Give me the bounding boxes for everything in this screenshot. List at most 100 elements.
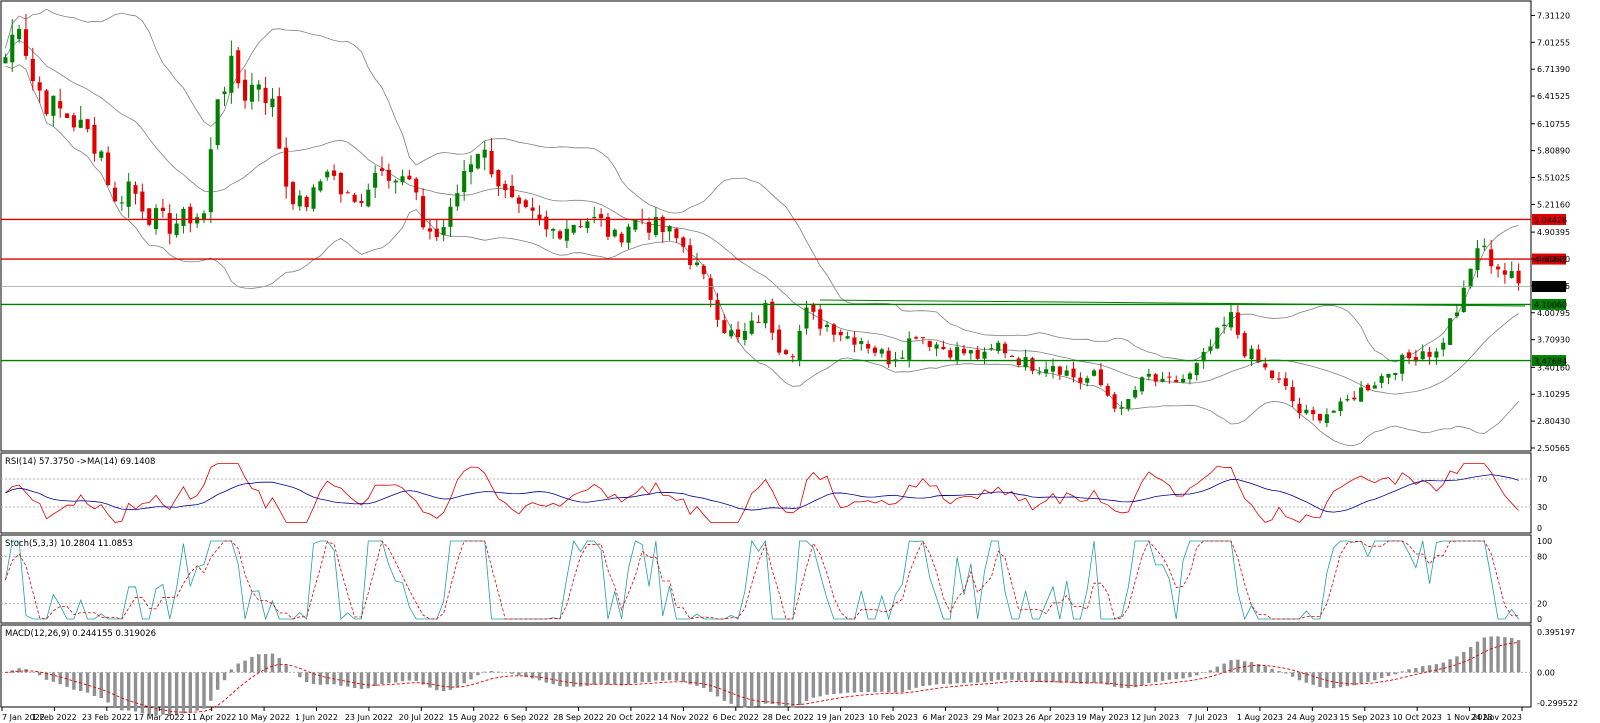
candle — [612, 228, 617, 238]
candle-body — [1228, 312, 1234, 328]
candle-body — [1201, 351, 1206, 362]
candle — [907, 331, 912, 368]
candle-body — [489, 150, 494, 175]
support-high-label: 4.10060 — [1534, 301, 1567, 310]
rsi-plot: 70 30 0 — [1, 463, 1547, 533]
candle-body — [1235, 312, 1240, 335]
candle-body — [605, 217, 610, 237]
candle-body — [482, 149, 487, 158]
candle — [338, 171, 343, 203]
price-panel: 5.04426 4.60442 4.30000 4.10060 3.47684 7.31… — [0, 0, 1570, 453]
candle — [523, 198, 528, 209]
candle — [1270, 370, 1275, 381]
candle-body — [249, 84, 254, 102]
candle — [1495, 263, 1501, 278]
candle — [1146, 368, 1151, 381]
price-tick-label: 4.90395 — [1537, 228, 1570, 237]
candle-body — [373, 172, 378, 188]
price-tick-label: 3.10295 — [1537, 390, 1570, 399]
candle — [482, 141, 487, 171]
candle-body — [1194, 363, 1199, 376]
candle — [920, 337, 925, 345]
candle-body — [852, 337, 857, 345]
candle-body — [1153, 374, 1158, 382]
candle-body — [1283, 378, 1288, 386]
candle — [1352, 390, 1357, 401]
current-price-label: 4.30000 — [1534, 283, 1567, 292]
candle — [564, 219, 569, 249]
candle-body — [1441, 342, 1446, 350]
macd-panel-frame — [0, 624, 1532, 708]
candle — [1174, 375, 1179, 383]
candle — [1311, 406, 1316, 421]
candle-body — [195, 217, 200, 224]
candle-body — [674, 228, 679, 239]
candle — [51, 95, 56, 127]
candle-body — [1098, 369, 1103, 386]
candle — [1222, 316, 1227, 334]
candle-body — [1222, 324, 1227, 327]
candle-body — [1372, 385, 1377, 389]
candle — [1502, 262, 1507, 284]
stoch-tick-label: 80 — [1537, 553, 1547, 562]
candle — [304, 195, 309, 212]
candle — [1187, 371, 1192, 385]
candle — [845, 331, 850, 340]
support-low-label: 3.47684 — [1534, 357, 1567, 366]
candle-body — [379, 168, 385, 171]
candle-body — [181, 208, 186, 226]
candle-body — [147, 208, 152, 225]
resistance-low-label: 4.60442 — [1534, 255, 1567, 264]
time-tick-label: 19 Jan 2023 — [817, 713, 865, 722]
candle — [900, 350, 905, 360]
candle-body — [1174, 379, 1179, 383]
candle — [578, 219, 583, 229]
candle-body — [866, 344, 871, 349]
candle-body — [1139, 377, 1145, 392]
candle-body — [263, 87, 268, 103]
time-tick-label: 24 Aug 2023 — [1287, 713, 1338, 722]
candle — [777, 324, 782, 355]
candle — [1160, 371, 1165, 383]
candle-body — [1365, 384, 1370, 391]
candle — [681, 236, 686, 253]
time-tick-label: 1 Jun 2022 — [295, 713, 338, 722]
candle-body — [256, 84, 261, 90]
time-tick-label: 1 Aug 2023 — [1237, 713, 1283, 722]
candle-body — [612, 229, 617, 237]
time-tick-label: 17 Mar 2022 — [134, 713, 185, 722]
candle — [961, 344, 967, 356]
candle — [585, 217, 590, 233]
candle — [1345, 394, 1350, 402]
candle — [1030, 356, 1035, 375]
time-tick-label: 10 May 2022 — [238, 713, 290, 722]
candle — [208, 137, 213, 224]
candle-body — [701, 265, 706, 275]
candle-body — [1187, 373, 1192, 380]
candle-body — [544, 216, 549, 230]
bollinger-middle — [5, 39, 1519, 395]
candle — [742, 322, 747, 346]
candle — [201, 210, 207, 224]
candle-body — [1489, 249, 1494, 267]
candle — [1194, 362, 1199, 381]
candle — [263, 76, 268, 115]
candle — [872, 345, 878, 357]
support-trendline — [819, 299, 1526, 307]
rsi-ma-line — [5, 474, 1519, 513]
time-tick-label: 6 Mar 2023 — [923, 713, 969, 722]
candle-body — [1263, 363, 1268, 368]
candle-body — [797, 330, 802, 361]
candle-body — [448, 206, 453, 227]
candle-body — [345, 192, 350, 194]
candle — [818, 304, 823, 336]
candle-body — [653, 217, 658, 235]
candle-body — [646, 222, 652, 233]
candle — [188, 203, 193, 233]
candle-body — [37, 82, 42, 91]
candle-body — [831, 324, 836, 335]
candle — [859, 337, 864, 351]
candle — [441, 219, 446, 242]
candle — [1290, 380, 1295, 408]
resistance-high-label-bg — [1532, 213, 1566, 225]
